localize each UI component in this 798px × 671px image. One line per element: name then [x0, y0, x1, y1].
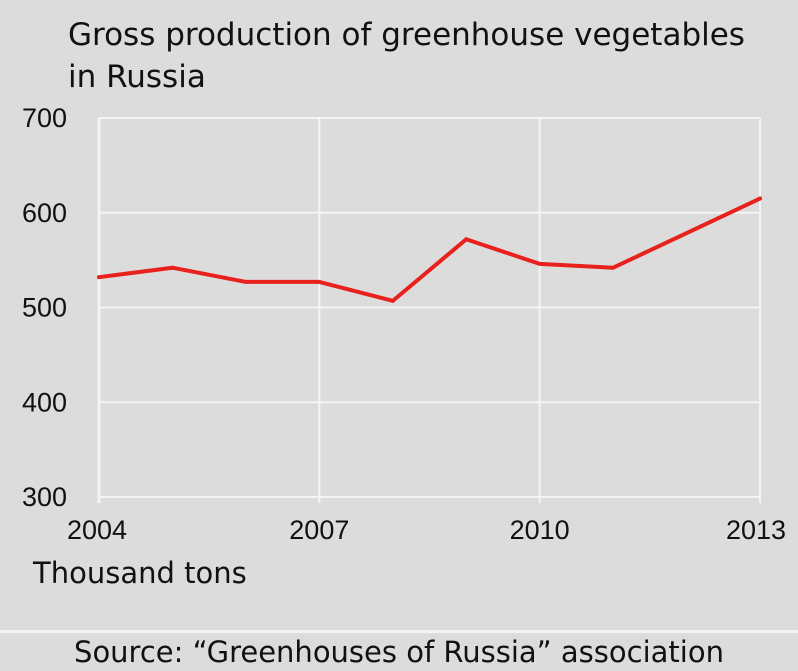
y-tick-label: 300 — [22, 482, 67, 512]
label-layer: 300 400 500 600 700 2004 2007 2010 2013 — [22, 103, 786, 545]
y-axis-unit-label: Thousand tons — [33, 556, 247, 590]
chart-title-line-2: in Russia — [68, 59, 206, 95]
chart-title-line-1: Gross production of greenhouse vegetable… — [68, 17, 745, 53]
source-note: Source: “Greenhouses of Russia” associat… — [74, 635, 724, 669]
data-point — [464, 237, 469, 242]
y-tick-label: 600 — [22, 198, 67, 228]
x-tick-label: 2010 — [510, 515, 570, 545]
y-tick-label: 500 — [22, 293, 67, 323]
data-point — [390, 298, 395, 303]
series-line — [97, 196, 762, 303]
x-tick-label: 2013 — [726, 515, 786, 545]
x-tick-label: 2007 — [289, 515, 349, 545]
data-point — [97, 275, 101, 280]
data-point — [611, 265, 616, 270]
y-tick-label: 700 — [22, 103, 67, 133]
x-tick-label: 2004 — [67, 515, 127, 545]
y-tick-label: 400 — [22, 387, 67, 417]
data-point — [170, 265, 175, 270]
data-point — [758, 196, 762, 201]
grid-layer — [98, 117, 761, 503]
source-divider — [0, 630, 798, 633]
data-point — [243, 279, 248, 284]
line-chart: 300 400 500 600 700 2004 2007 2010 2013 — [22, 103, 786, 545]
series-layer — [97, 196, 762, 303]
chart-title: Gross production of greenhouse vegetable… — [68, 14, 788, 98]
data-point — [537, 261, 542, 266]
data-point — [317, 279, 322, 284]
